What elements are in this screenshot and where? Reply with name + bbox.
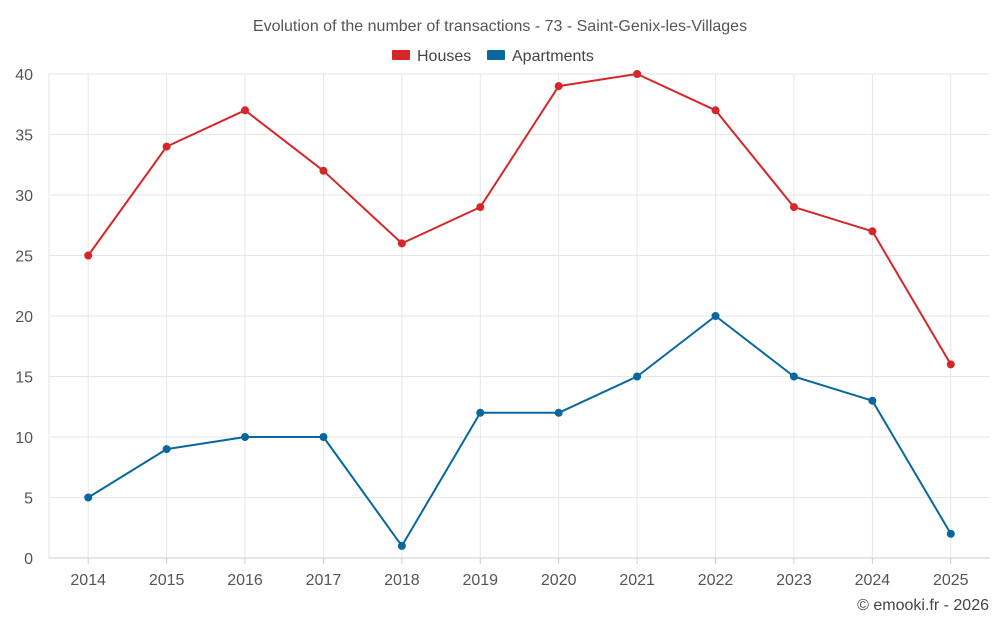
data-point-apartments[interactable] [946,529,955,538]
x-tick-label: 2017 [306,572,342,589]
x-tick-label: 2019 [462,572,498,589]
data-point-apartments[interactable] [789,372,798,381]
y-tick-label: 15 [15,370,33,387]
data-point-apartments[interactable] [554,408,563,417]
legend: Houses Apartments [392,48,594,65]
x-tick-label: 2018 [384,572,420,589]
x-tick-label: 2014 [70,572,106,589]
legend-label-houses: Houses [417,48,471,65]
y-tick-label: 35 [15,128,33,145]
data-point-houses[interactable] [789,203,798,212]
series-line-apartments [87,315,952,547]
data-point-apartments[interactable] [319,433,328,441]
legend-swatch-apartments [487,50,505,60]
data-point-houses[interactable] [241,106,250,115]
y-tick-label: 10 [15,430,33,447]
y-tick-label: 40 [15,67,33,84]
data-point-houses[interactable] [84,251,93,260]
x-tick-label: 2016 [227,572,263,589]
x-tick-label: 2021 [619,572,655,589]
data-point-houses[interactable] [946,360,955,369]
credit-text: © emooki.fr - 2026 [857,597,989,614]
y-tick-label: 20 [15,309,33,326]
data-point-houses[interactable] [476,203,485,212]
x-tick-label: 2022 [698,572,734,589]
data-point-houses[interactable] [633,70,642,78]
y-tick-label: 0 [24,551,33,568]
grid [48,73,990,558]
legend-label-apartments: Apartments [512,48,594,65]
data-point-apartments[interactable] [711,312,720,320]
data-point-apartments[interactable] [162,445,171,454]
data-point-houses[interactable] [711,106,720,115]
y-tick-label: 30 [15,188,33,205]
series [84,70,955,550]
data-point-apartments[interactable] [397,541,406,550]
data-point-houses[interactable] [397,239,406,248]
x-tick-label: 2025 [933,572,969,589]
data-point-apartments[interactable] [476,408,485,417]
x-tick-label: 2023 [776,572,812,589]
data-point-apartments[interactable] [868,396,877,405]
legend-swatch-houses [392,50,410,60]
data-point-houses[interactable] [162,142,171,151]
series-line-houses [87,73,952,365]
y-tick-label: 25 [15,249,33,266]
x-tick-label: 2015 [149,572,185,589]
chart-title: Evolution of the number of transactions … [253,18,747,35]
data-point-houses[interactable] [554,82,563,91]
data-point-houses[interactable] [868,227,877,236]
data-point-houses[interactable] [319,166,328,175]
data-point-apartments[interactable] [241,433,250,441]
y-tick-label: 5 [24,491,33,508]
x-tick-label: 2020 [541,572,577,589]
data-point-apartments[interactable] [84,493,93,502]
data-point-apartments[interactable] [633,372,642,381]
x-tick-label: 2024 [855,572,891,589]
